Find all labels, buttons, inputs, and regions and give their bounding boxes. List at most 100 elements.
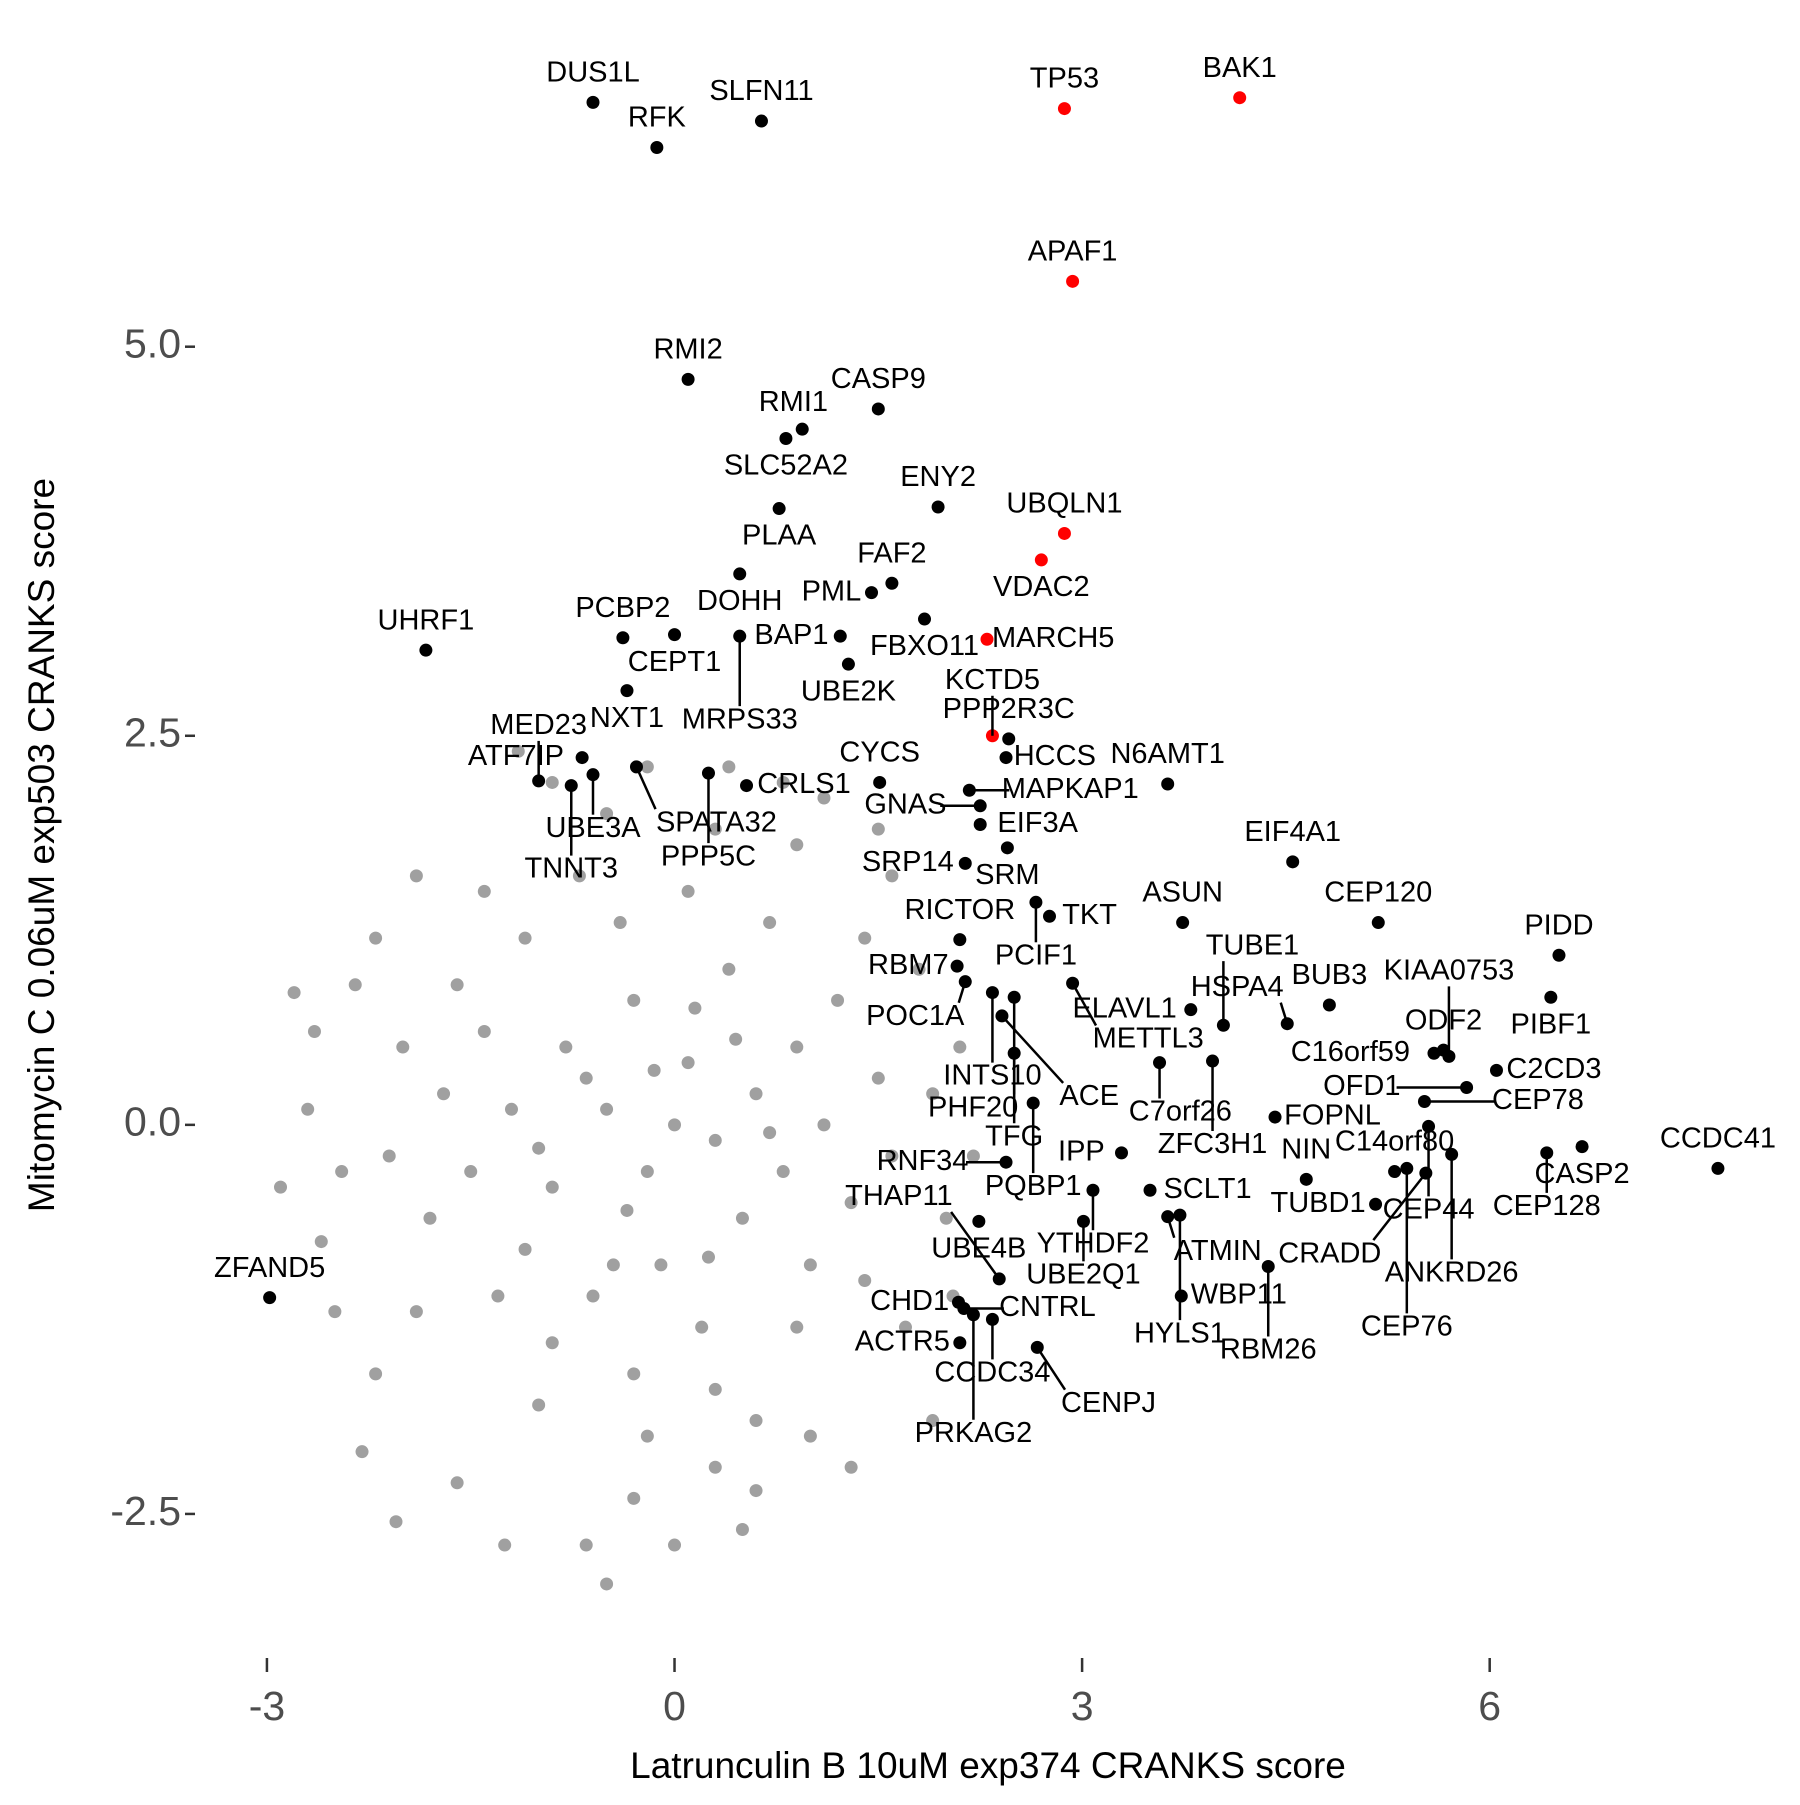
point (1042, 909, 1056, 923)
point-label: UBE2Q1 (1026, 1259, 1140, 1291)
point (477, 884, 491, 898)
point (885, 576, 899, 590)
point (918, 612, 932, 626)
leader-line (1036, 1346, 1067, 1391)
point (498, 1538, 512, 1552)
point (858, 931, 872, 945)
point-label: RMI2 (653, 334, 722, 366)
point-label: EIF3A (997, 807, 1078, 839)
leader-line (1279, 1002, 1289, 1025)
point (328, 1305, 342, 1319)
point (647, 1063, 661, 1077)
point-label: HCCS (1014, 740, 1096, 772)
point (640, 1165, 654, 1179)
point (263, 1291, 277, 1305)
point (772, 502, 786, 516)
point (355, 1445, 369, 1459)
x-tick-label: -3 (249, 1683, 285, 1729)
point (1552, 948, 1566, 962)
point (729, 1032, 743, 1046)
point (754, 114, 768, 128)
point-label: PLAA (742, 520, 817, 552)
point-label: UBE2K (801, 675, 897, 707)
point-label: PCIF1 (995, 939, 1077, 971)
point (1161, 777, 1175, 791)
point-label: SCLT1 (1163, 1173, 1251, 1205)
point (616, 631, 630, 645)
point (973, 817, 987, 831)
point (735, 1211, 749, 1225)
point-label: PML (802, 575, 862, 607)
point (532, 1398, 546, 1412)
point (518, 1242, 532, 1256)
point (926, 1087, 940, 1101)
point-label: PQBP1 (985, 1170, 1082, 1202)
point-label: MED23 (490, 709, 587, 741)
point (620, 1203, 634, 1217)
point (559, 1040, 573, 1054)
point-label: WBP11 (1191, 1279, 1287, 1311)
point (572, 869, 586, 883)
leader-line (1372, 1172, 1427, 1241)
point (382, 1149, 396, 1163)
point (654, 1258, 668, 1272)
point-label: FOPNL (1284, 1100, 1381, 1132)
point-label: PPP5C (661, 840, 756, 872)
point-label: UHRF1 (378, 604, 475, 636)
point (873, 775, 887, 789)
point-label: CCDC34 (934, 1357, 1050, 1389)
point (348, 978, 362, 992)
point (931, 500, 945, 514)
point (803, 1429, 817, 1443)
point (885, 869, 899, 883)
point (1322, 998, 1336, 1012)
point (953, 933, 967, 947)
point (763, 916, 777, 930)
point (620, 684, 634, 698)
point-label: UBQLN1 (1006, 488, 1122, 520)
point (640, 1429, 654, 1443)
point-label: PIDD (1524, 909, 1593, 941)
point-label: YTHDF2 (1037, 1227, 1150, 1259)
x-tick-label: 3 (1071, 1683, 1094, 1729)
point-label: POC1A (866, 1000, 965, 1032)
point-label: CCDC41 (1660, 1123, 1776, 1155)
point (708, 1133, 722, 1147)
point (722, 962, 736, 976)
point (668, 1118, 682, 1132)
x-tick-label: 6 (1478, 1683, 1501, 1729)
x-axis-title: Latrunculin B 10uM exp374 CRANKS score (630, 1745, 1346, 1786)
point-label: RBM7 (868, 949, 949, 981)
point (885, 1149, 899, 1163)
point (586, 95, 600, 109)
point (545, 1180, 559, 1194)
point (1233, 91, 1247, 105)
point (606, 1258, 620, 1272)
point (1034, 553, 1048, 567)
point (958, 856, 972, 870)
point-label: RNF34 (877, 1145, 969, 1177)
point (545, 775, 559, 789)
point-label: SRM (975, 859, 1039, 891)
point (464, 1165, 478, 1179)
point (511, 744, 525, 758)
point (688, 1001, 702, 1015)
point-label: GNAS (864, 788, 946, 820)
point (763, 1126, 777, 1140)
y-tick-label: -2.5 (110, 1488, 181, 1534)
point (1143, 1183, 1157, 1197)
point (1057, 526, 1071, 540)
point-label: C2CD3 (1506, 1053, 1601, 1085)
point (865, 586, 879, 600)
y-tick-label: 2.5 (124, 710, 181, 756)
point-label: RFK (628, 102, 687, 134)
point (396, 1040, 410, 1054)
leader-line (1001, 1015, 1065, 1084)
y-tick-label: 5.0 (124, 321, 181, 367)
point (701, 1250, 715, 1264)
point (307, 1024, 321, 1038)
point (545, 1336, 559, 1350)
point-label: APAF1 (1028, 235, 1118, 267)
point-label: CEP128 (1493, 1190, 1601, 1222)
point-label: TUBD1 (1271, 1187, 1366, 1219)
